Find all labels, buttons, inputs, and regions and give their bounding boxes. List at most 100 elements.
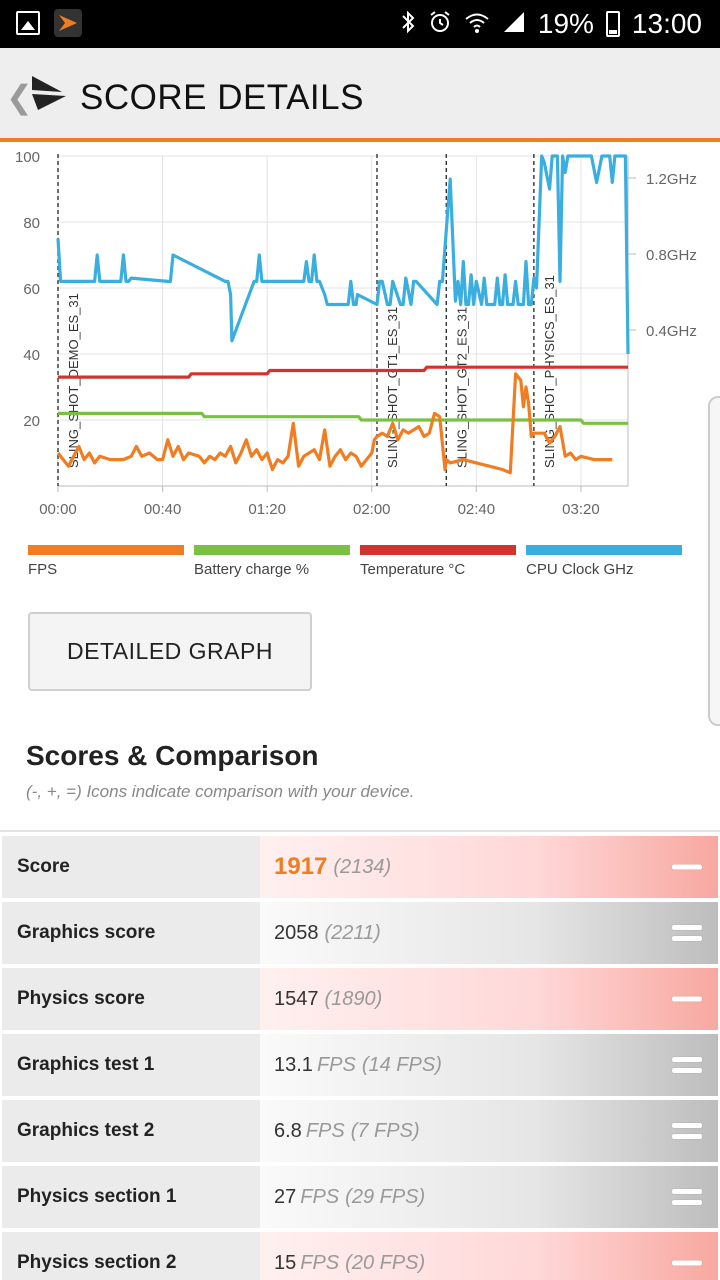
clock-time: 13:00 <box>631 8 702 39</box>
score-row[interactable]: Physics score 1547 (1890) <box>2 968 718 1030</box>
y-tick-label: 100 <box>15 149 40 166</box>
score-value: 15 <box>274 1251 297 1274</box>
score-row[interactable]: Physics section 2 15 FPS (20 FPS) <box>2 1232 718 1280</box>
score-row-value: 27 FPS (29 FPS) <box>260 1166 718 1228</box>
y2-tick-label: 1.2GHz <box>646 171 697 188</box>
score-row-label: Physics section 1 <box>2 1166 260 1228</box>
score-row-value: 2058 (2211) <box>260 902 718 964</box>
x-tick-label: 00:40 <box>144 501 182 518</box>
score-value: 13.1 <box>274 1053 313 1076</box>
score-row-label: Graphics score <box>2 902 260 964</box>
equal-icon <box>672 1057 702 1073</box>
score-row-label: Graphics test 2 <box>2 1100 260 1162</box>
score-value: 2058 <box>274 921 319 944</box>
legend-label: Battery charge % <box>194 561 310 578</box>
x-tick-label: 01:20 <box>248 501 286 518</box>
legend-label: CPU Clock GHz <box>526 561 634 578</box>
series-line-battery-charge- <box>58 411 628 425</box>
legend-item-cpu-clock: CPU Clock GHz <box>526 545 682 578</box>
score-value: 1547 <box>274 987 319 1010</box>
score-row[interactable]: Graphics test 2 6.8 FPS (7 FPS) <box>2 1100 718 1162</box>
scores-title: Scores & Comparison <box>26 740 319 771</box>
compare-value: (14 FPS) <box>361 1053 442 1076</box>
equal-icon <box>672 1123 702 1139</box>
chart-svg: 20 40 60 80 100 00:00 00:40 01:20 02:00 02:40 03:2… <box>15 149 697 518</box>
divider <box>0 830 720 832</box>
compare-value: (20 FPS) <box>345 1251 426 1274</box>
score-unit: FPS <box>316 1053 356 1076</box>
score-row[interactable]: Graphics score 2058 (2211) <box>2 902 718 964</box>
battery-percent: 19% <box>537 8 594 39</box>
score-row-label: Graphics test 1 <box>2 1034 260 1096</box>
minus-icon <box>672 1260 702 1266</box>
score-row[interactable]: Graphics test 1 13.1 FPS (14 FPS) <box>2 1034 718 1096</box>
score-unit: FPS <box>305 1119 345 1142</box>
series-line-cpu-clock-ghz <box>56 154 630 355</box>
legend-item-temperature: Temperature °C <box>360 545 516 578</box>
scores-table: Score 1917 (2134) Graphics score 2058 (2… <box>2 836 718 1280</box>
score-row-label: Score <box>2 836 260 898</box>
score-value: 1917 <box>274 853 328 880</box>
status-bar: 19% 13:00 <box>0 0 720 48</box>
test-marker-label: SLING_SHOT_GT2_ES_31 <box>454 307 469 468</box>
score-row-value: 6.8 FPS (7 FPS) <box>260 1100 718 1162</box>
equal-icon <box>672 925 702 941</box>
y-tick-label: 80 <box>23 215 40 232</box>
score-row-value: 15 FPS (20 FPS) <box>260 1232 718 1280</box>
chart-legend: FPS Battery charge % Temperature °C CPU … <box>28 545 692 578</box>
legend-label: Temperature °C <box>360 561 466 578</box>
legend-swatch <box>28 545 184 555</box>
edge-panel-handle[interactable] <box>708 396 720 726</box>
app-icon <box>54 9 82 37</box>
y-tick-label: 60 <box>23 281 40 298</box>
score-value: 6.8 <box>274 1119 302 1142</box>
legend-swatch <box>194 545 350 555</box>
compare-value: (29 FPS) <box>345 1185 426 1208</box>
battery-icon <box>605 11 620 37</box>
page-title: SCORE DETAILS <box>80 78 364 117</box>
bluetooth-icon <box>400 10 416 39</box>
score-row[interactable]: Physics section 1 27 FPS (29 FPS) <box>2 1166 718 1228</box>
score-value: 27 <box>274 1185 297 1208</box>
score-row-value: 1917 (2134) <box>260 836 718 898</box>
compare-value: (2211) <box>324 921 381 944</box>
signal-icon <box>502 10 526 39</box>
compare-value: (2134) <box>333 855 392 878</box>
minus-icon <box>672 864 702 870</box>
score-row-value: 13.1 FPS (14 FPS) <box>260 1034 718 1096</box>
equal-icon <box>672 1189 702 1205</box>
alarm-icon <box>428 10 452 39</box>
score-row-label: Physics score <box>2 968 260 1030</box>
y-tick-label: 40 <box>23 347 40 364</box>
legend-item-battery: Battery charge % <box>194 545 350 578</box>
x-tick-label: 02:40 <box>458 501 496 518</box>
x-tick-label: 03:20 <box>562 501 600 518</box>
score-unit: FPS <box>300 1251 340 1274</box>
series-line-temperature-c <box>58 365 628 379</box>
legend-label: FPS <box>28 561 58 578</box>
gallery-icon <box>16 11 40 35</box>
compare-value: (7 FPS) <box>350 1119 420 1142</box>
legend-swatch <box>360 545 516 555</box>
score-unit: FPS <box>300 1185 340 1208</box>
3dmark-logo-icon[interactable] <box>28 70 68 116</box>
wifi-icon <box>464 10 490 39</box>
score-row-label: Physics section 2 <box>2 1232 260 1280</box>
x-tick-label: 02:00 <box>353 501 391 518</box>
test-marker-label: SLING_SHOT_DEMO_ES_31 <box>66 293 81 468</box>
legend-swatch <box>526 545 682 555</box>
score-row-value: 1547 (1890) <box>260 968 718 1030</box>
detailed-graph-button[interactable]: DETAILED GRAPH <box>28 612 312 691</box>
legend-item-fps: FPS <box>28 545 184 578</box>
compare-value: (1890) <box>324 987 383 1010</box>
test-marker-label: SLING_SHOT_GT1_ES_31 <box>385 307 400 468</box>
series-line-fps <box>56 372 613 475</box>
scores-subtitle: (-, +, =) Icons indicate comparison with… <box>26 782 415 801</box>
x-tick-label: 00:00 <box>39 501 77 518</box>
y2-tick-label: 0.4GHz <box>646 323 697 340</box>
y-tick-label: 20 <box>23 413 40 430</box>
back-chevron-icon[interactable]: ❮ <box>6 79 33 115</box>
performance-chart: 20 40 60 80 100 00:00 00:40 01:20 02:00 02:40 03:2… <box>0 146 720 726</box>
score-row[interactable]: Score 1917 (2134) <box>2 836 718 898</box>
app-header: ❮ SCORE DETAILS <box>0 48 720 142</box>
